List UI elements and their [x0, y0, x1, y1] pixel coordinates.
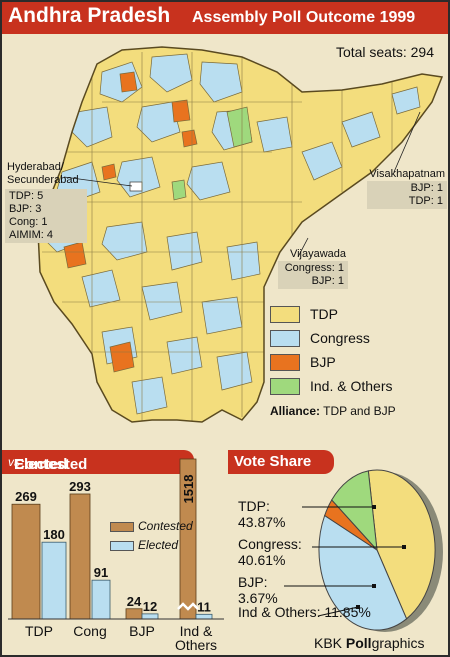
bar-elected-3 [195, 613, 213, 620]
value-label-elected: 180 [43, 527, 65, 542]
bar-elected-2 [141, 613, 159, 620]
callout-hyderabad: Hyderabad/ Secunderabad TDP: 5 BJP: 3 Co… [5, 161, 87, 243]
pie-label-bjp: BJP: 3.67% [238, 574, 278, 606]
alliance-label: Alliance: [270, 404, 321, 418]
legend-label: Congress [310, 330, 370, 346]
pie-slice-others [331, 470, 378, 552]
callout-line: TDP: 5 [9, 190, 44, 202]
total-seats: Total seats: 294 [335, 44, 434, 60]
legend-swatch-contested [110, 521, 134, 532]
credit-prefix: KBK [314, 635, 346, 651]
slice-pct: 40.61% [238, 552, 286, 568]
callout-name: Vijayawada [289, 248, 346, 260]
value-label-contested: 293 [69, 479, 91, 494]
legend-swatch-elected [110, 540, 134, 551]
value-label-elected: 12 [143, 599, 157, 614]
legend-swatch [270, 306, 300, 323]
pie-leader-dot [356, 605, 360, 609]
value-label-contested: 269 [15, 489, 37, 504]
slice-pct: 3.67% [238, 590, 278, 606]
category-label: BJP [129, 623, 155, 639]
header-vs: vs [8, 455, 20, 469]
callout-line: AIMIM: 4 [9, 229, 54, 241]
constituency-mosaic [38, 47, 442, 422]
callout-line: BJP: 1 [311, 275, 344, 287]
callout-line: BJP: 1 [410, 182, 443, 194]
value-label-contested: 1518 [181, 475, 196, 504]
category-label: Ind & [180, 623, 213, 639]
alliance-note: Alliance: TDP and BJP [270, 404, 396, 418]
value-label-contested: 24 [127, 594, 142, 609]
legend-label-elected: Elected [138, 538, 179, 552]
legend-swatch [270, 378, 300, 395]
bar-elected-0 [41, 541, 67, 620]
category-label: Cong [73, 623, 106, 639]
subtitle: Assembly Poll Outcome 1999 [192, 9, 416, 26]
bar-legend-contested: Contested [110, 519, 193, 533]
legend-swatch [270, 330, 300, 347]
pie-leader-line [317, 606, 359, 617]
slice-name: Congress: [238, 536, 302, 552]
bar-legend-elected: Elected [110, 538, 178, 552]
pie-leader-dot [372, 584, 376, 588]
callout-line: Cong: 1 [9, 216, 48, 228]
vote-share-header: Vote Share [228, 450, 334, 474]
bar-contested-1 [69, 493, 91, 620]
slice-pct: 11.85% [324, 604, 371, 620]
slice-pct: 43.87% [238, 514, 286, 530]
district-lines [42, 52, 393, 422]
pie-label-others: Ind & Others: 11.85% [238, 604, 371, 620]
legend-label: BJP [310, 354, 336, 370]
slice-name: Ind & Others: [238, 604, 321, 620]
slice-name: TDP: [238, 498, 270, 514]
legend-label: Ind. & Others [310, 378, 393, 394]
callout-line: TDP: 1 [408, 195, 443, 207]
pie-slice-congress [318, 514, 408, 631]
header-contested: Contested [14, 456, 88, 473]
header-elected: Elected [14, 456, 68, 473]
title: Andhra Pradesh [8, 4, 171, 27]
bar-contested-0 [11, 503, 41, 620]
category-label: TDP [25, 623, 53, 639]
others-regions [171, 106, 253, 201]
title-bar: Andhra Pradesh Assembly Poll Outcome 199… [2, 2, 448, 34]
legend-label: TDP [310, 306, 338, 322]
pie-leader-dot [372, 505, 376, 509]
bar-elected-1 [91, 579, 111, 620]
value-label-elected: 11 [197, 599, 211, 614]
slice-name: BJP: [238, 574, 268, 590]
bjp-regions [63, 71, 198, 373]
contested-elected-header: Contested vs Elected [2, 450, 194, 474]
credit-suffix: graphics [371, 635, 425, 651]
callout-name: Hyderabad/ Secunderabad [7, 161, 79, 186]
alliance-text: TDP and BJP [323, 404, 396, 418]
congress-regions [41, 53, 421, 415]
callout-visakhapatnam: Visakhapatnam BJP: 1 TDP: 1 [367, 168, 447, 209]
credit-bold: Poll [345, 635, 372, 651]
value-label-elected: 91 [94, 565, 108, 580]
callout-line: Congress: 1 [284, 262, 344, 274]
axis-break [177, 602, 199, 611]
bar-contested-2 [125, 608, 143, 620]
pie-label-congress: Congress: 40.61% [238, 536, 302, 568]
state-map [37, 46, 444, 423]
credit: KBK Pollgraphics [314, 635, 425, 651]
pie-label-tdp: TDP: 43.87% [238, 498, 285, 530]
callout-line: BJP: 3 [9, 203, 42, 215]
callout-vijayawada: Vijayawada Congress: 1 BJP: 1 [278, 248, 348, 289]
legend-swatch [270, 354, 300, 371]
legend-label-contested: Contested [138, 519, 193, 533]
category-label: Others [175, 637, 217, 653]
pie-slice-tdp [367, 469, 436, 620]
vote-share-title: Vote Share [234, 453, 312, 470]
pie-leader-dot [402, 545, 406, 549]
callout-name: Visakhapatnam [369, 168, 445, 180]
